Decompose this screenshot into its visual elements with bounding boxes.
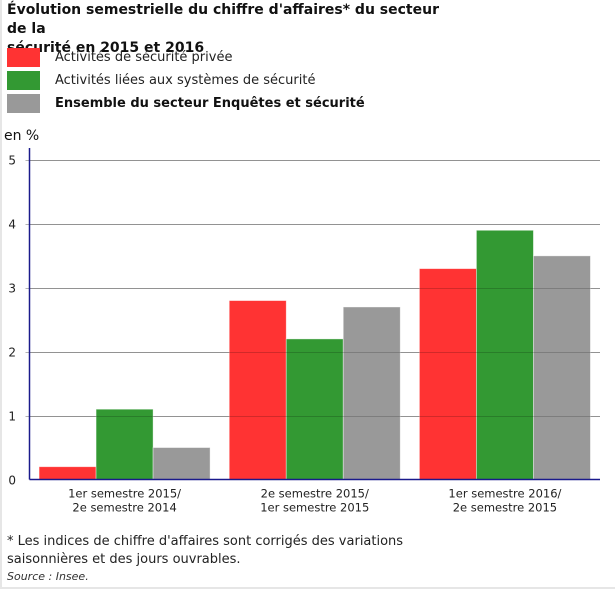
bar bbox=[342, 306, 401, 480]
axes bbox=[28, 148, 600, 481]
x-category-label-line: 2e semestre 2015 bbox=[453, 501, 557, 515]
chart-title-line-1: Évolution semestrielle du chiffre d'affa… bbox=[7, 2, 439, 37]
bar-chart: 0 1 2 3 4 5 1er semestre 2015/2e semestre 201… bbox=[8, 148, 600, 515]
x-category-label-line: 1er semestre 2015 bbox=[260, 501, 369, 515]
y-tick-label: 5 bbox=[8, 154, 16, 168]
legend-item-security-systems: Activités liées aux systèmes de sécurité bbox=[7, 69, 365, 92]
bar bbox=[419, 268, 477, 480]
legend-swatch-red bbox=[7, 48, 40, 67]
legend-item-private-security: Activités de sécurité privée bbox=[7, 46, 365, 69]
y-tick-label: 2 bbox=[8, 346, 16, 360]
bar bbox=[38, 466, 97, 480]
legend-item-whole-sector: Ensemble du secteur Enquêtes et sécurité bbox=[7, 92, 365, 115]
legend-label: Ensemble du secteur Enquêtes et sécurité bbox=[55, 96, 365, 111]
x-category-label: 1er semestre 2016/2e semestre 2015 bbox=[448, 487, 561, 515]
bars bbox=[38, 229, 591, 480]
chart-title-line-2: sécurité en 2015 et 2016 bbox=[7, 40, 205, 56]
y-tick-label: 1 bbox=[8, 410, 16, 424]
x-category-label: 2e semestre 2015/1er semestre 2015 bbox=[260, 487, 369, 515]
legend-label: Activités liées aux systèmes de sécurité bbox=[55, 73, 316, 88]
x-category-label-line: 1er semestre 2015/ bbox=[68, 487, 181, 501]
bar bbox=[285, 338, 344, 480]
legend-label: Activités de sécurité privée bbox=[55, 50, 233, 65]
footnote: * Les indices de chiffre d'affaires sont… bbox=[7, 534, 404, 567]
x-category-label-line: 2e semestre 2015/ bbox=[261, 487, 369, 501]
bar bbox=[95, 408, 154, 480]
y-tick-label: 3 bbox=[8, 282, 16, 296]
legend-swatch-gray bbox=[7, 94, 40, 113]
x-category-label-line: 1er semestre 2016/ bbox=[448, 487, 561, 501]
x-category-label: 1er semestre 2015/2e semestre 2014 bbox=[68, 487, 181, 515]
legend-swatch-green bbox=[7, 71, 40, 90]
bar bbox=[152, 447, 211, 480]
y-tick-label: 4 bbox=[8, 218, 16, 232]
y-tick-label: 0 bbox=[8, 474, 16, 488]
bar bbox=[533, 255, 591, 480]
y-axis-unit-label: en % bbox=[4, 128, 40, 144]
x-category-label-line: 2e semestre 2014 bbox=[72, 501, 176, 515]
source-note: Source : Insee. bbox=[7, 570, 89, 583]
bar bbox=[476, 229, 534, 480]
bar bbox=[228, 300, 287, 480]
y-tick-labels: 0 1 2 3 4 5 bbox=[8, 154, 16, 488]
chart-title: Évolution semestrielle du chiffre d'affa… bbox=[7, 1, 447, 58]
legend: Activités de sécurité privée Activités l… bbox=[7, 46, 365, 115]
gridlines-overlay bbox=[29, 160, 600, 417]
